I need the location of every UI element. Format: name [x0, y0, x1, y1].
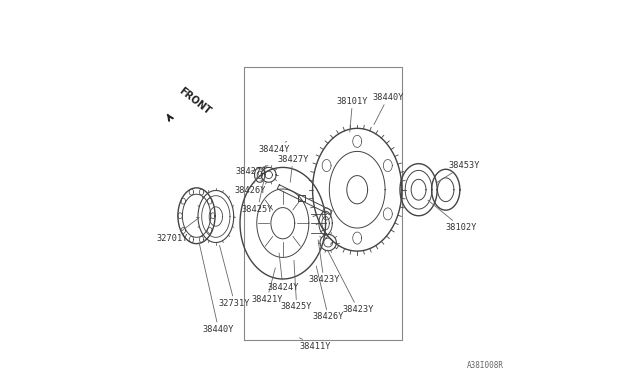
Text: 38427Y: 38427Y: [277, 155, 308, 182]
Text: 38453Y: 38453Y: [437, 161, 480, 182]
Text: 38440Y: 38440Y: [372, 93, 404, 125]
Text: 38425Y: 38425Y: [242, 179, 273, 214]
Text: 38425Y: 38425Y: [281, 260, 312, 311]
Text: 38421Y: 38421Y: [251, 268, 283, 304]
Text: FRONT: FRONT: [177, 85, 212, 116]
Text: 32731Y: 32731Y: [219, 246, 250, 308]
Text: 38101Y: 38101Y: [337, 97, 368, 132]
Text: 38423Y: 38423Y: [328, 250, 374, 314]
Text: 38424Y: 38424Y: [267, 253, 299, 292]
Text: 38102Y: 38102Y: [428, 200, 477, 232]
Text: 38440Y: 38440Y: [199, 243, 234, 334]
Text: 38427J: 38427J: [235, 166, 268, 176]
Text: 32701Y: 32701Y: [156, 218, 199, 243]
Text: 38411Y: 38411Y: [300, 338, 331, 351]
Text: 38424Y: 38424Y: [259, 141, 290, 154]
Text: 38426Y: 38426Y: [312, 266, 344, 321]
Text: 38423Y: 38423Y: [308, 240, 340, 284]
Text: A38I008R: A38I008R: [467, 361, 504, 370]
Text: 38426Y: 38426Y: [234, 174, 266, 195]
